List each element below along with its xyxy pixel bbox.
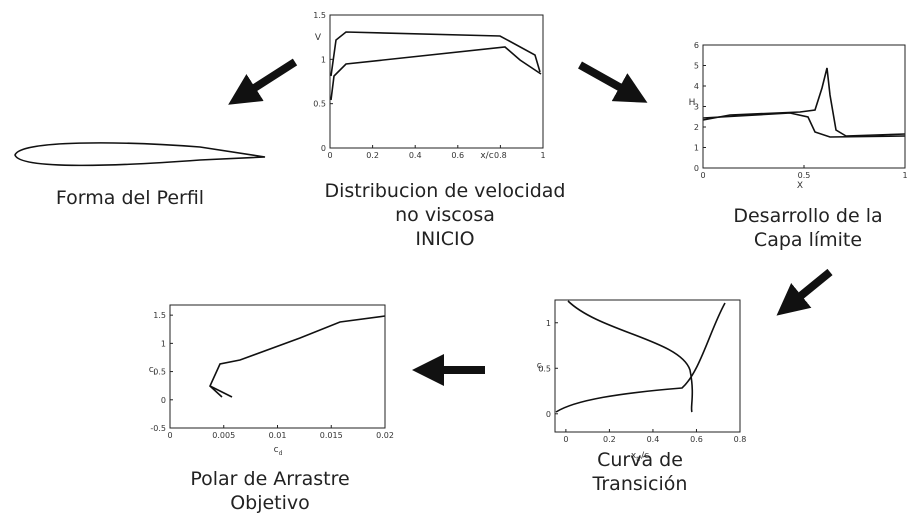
x-tick-label: 0 — [327, 151, 332, 160]
caption: Forma del Perfil — [56, 187, 204, 209]
plot-frame — [555, 300, 740, 432]
plot-frame — [703, 45, 905, 168]
x-tick-label: 0.6 — [451, 151, 464, 160]
y-axis-label: H — [689, 98, 696, 108]
x-tick-label: 0.02 — [376, 431, 394, 440]
caption: Polar de Arrastre — [190, 468, 349, 490]
y-tick-label: 0.5 — [313, 100, 326, 109]
caption: Desarrollo de la — [733, 205, 882, 227]
airfoil — [15, 143, 265, 165]
x-tick-label: 0.4 — [409, 151, 422, 160]
x-tick-label: 0.2 — [366, 151, 379, 160]
caption: Distribucion de velocidad — [325, 180, 566, 202]
y-tick-label: 1.5 — [313, 11, 326, 20]
y-axis-label: V — [315, 33, 322, 43]
x-axis-label-main: X — [797, 181, 803, 191]
y-tick-label: 0 — [161, 396, 166, 405]
caption: Objetivo — [230, 492, 310, 514]
x-tick-label: 0.005 — [212, 431, 235, 440]
y-tick-label: 0 — [321, 144, 326, 153]
caption: Capa límite — [754, 229, 862, 251]
x-axis-label-main: x/c — [480, 151, 493, 161]
caption: INICIO — [415, 228, 474, 250]
x-tick-label: 0.4 — [647, 435, 660, 444]
y-tick-label: 0 — [546, 410, 551, 419]
y-tick-label: 4 — [694, 82, 699, 91]
y-tick-label: 6 — [694, 41, 699, 50]
y-tick-label: 1 — [321, 55, 326, 64]
plot-frame — [170, 305, 385, 428]
x-axis-label-sub: d — [279, 450, 283, 457]
x-axis-label: cd — [274, 445, 283, 457]
x-tick-label: 0.8 — [734, 435, 747, 444]
y-tick-label: 1 — [161, 339, 166, 348]
y-tick-label: 5 — [694, 62, 699, 71]
caption: no viscosa — [395, 204, 495, 226]
x-tick-label: 1 — [540, 151, 545, 160]
x-axis-label: X — [797, 181, 803, 191]
caption: Transición — [592, 473, 688, 495]
y-tick-label: 2 — [694, 123, 699, 132]
y-axis-label-main: H — [689, 98, 696, 108]
x-tick-label: 0 — [700, 171, 705, 180]
y-axis-label-main: V — [315, 33, 322, 43]
x-tick-label: 0 — [167, 431, 172, 440]
y-tick-label: 1 — [694, 144, 699, 153]
x-tick-label: 0.6 — [690, 435, 703, 444]
x-tick-label: 0.2 — [603, 435, 616, 444]
x-axis-label: x/c — [480, 151, 493, 161]
x-tick-label: 0.015 — [320, 431, 343, 440]
x-tick-label: 0.01 — [269, 431, 287, 440]
x-tick-label: 0.8 — [494, 151, 507, 160]
y-tick-label: 1 — [546, 319, 551, 328]
x-tick-label: 0 — [563, 435, 568, 444]
diagram: Forma del Perfil 0 0.2 0.4 0.6 0.8 1 0 0.5 1 1.5 x/… — [0, 0, 921, 516]
y-tick-label: -0.5 — [150, 424, 166, 433]
y-tick-label: 1.5 — [153, 311, 166, 320]
x-tick-label: 0.5 — [798, 171, 811, 180]
x-tick-label: 1 — [902, 171, 907, 180]
y-tick-label: 0 — [694, 164, 699, 173]
caption: Curva de — [597, 449, 683, 471]
